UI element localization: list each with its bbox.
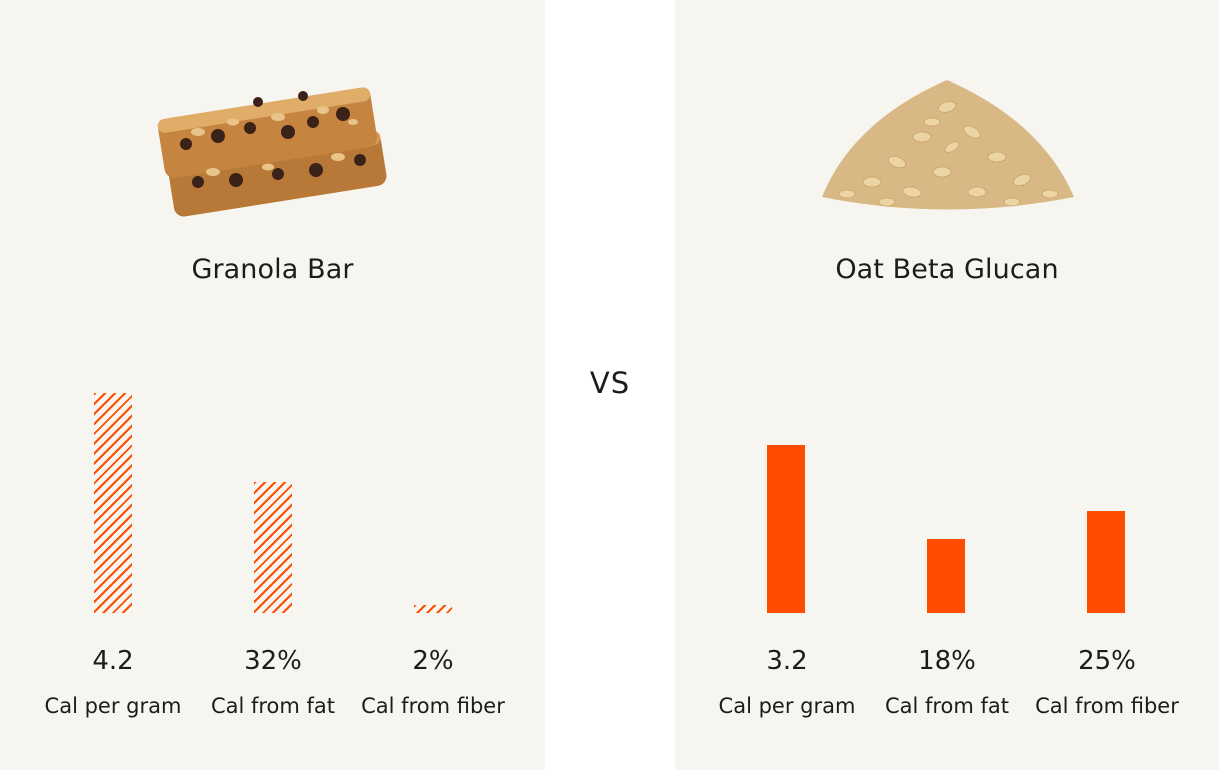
product-name: Granola Bar [191, 254, 354, 285]
category-label: Cal from fiber [361, 694, 505, 718]
oat-beta-glucan-panel: Oat Beta Glucan 3.2 18% 25% Cal per gram… [675, 0, 1219, 770]
granola-bar-panel: Granola Bar 4.2 32% 2% Cal per gram Cal … [0, 0, 545, 770]
data-label: 32% [244, 646, 302, 676]
data-label: 25% [1078, 646, 1136, 676]
data-label: 2% [412, 646, 454, 676]
data-label: 4.2 [92, 646, 134, 676]
bar-oat-cal-from-fat [927, 539, 965, 613]
oats-image [822, 80, 1074, 210]
category-label: Cal from fat [210, 694, 336, 718]
product-name: Oat Beta Glucan [835, 254, 1059, 285]
category-label: Cal from fat [884, 694, 1010, 718]
data-label: 3.2 [766, 646, 808, 676]
bar-granola-cal-per-gram [94, 393, 132, 613]
vs-label: VS [589, 366, 631, 400]
category-label: Cal per gram [718, 694, 856, 718]
bar-oat-cal-per-gram [767, 445, 805, 613]
granola-bar-image [157, 87, 387, 217]
bar-granola-cal-from-fat [254, 482, 292, 613]
bar-oat-cal-from-fiber [1087, 511, 1125, 613]
data-label: 18% [918, 646, 976, 676]
category-label: Cal per gram [44, 694, 182, 718]
category-label: Cal from fiber [1035, 694, 1179, 718]
bar-granola-cal-from-fiber [414, 605, 452, 613]
